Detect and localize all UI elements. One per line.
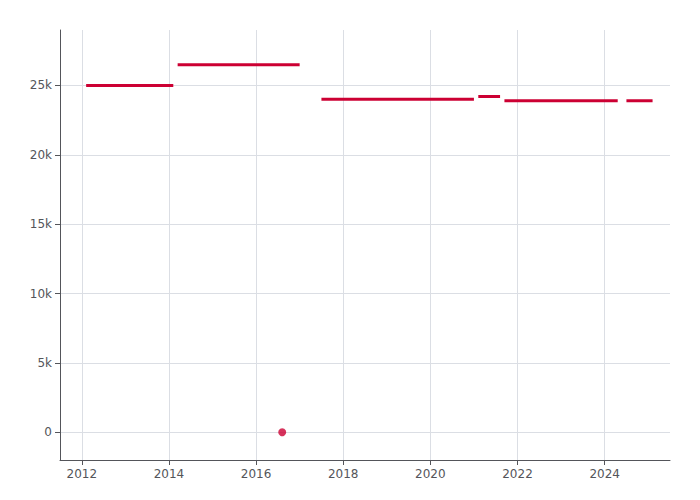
svg-text:2016: 2016 [241,467,272,481]
svg-text:2018: 2018 [328,467,359,481]
svg-text:2012: 2012 [67,467,98,481]
svg-text:15k: 15k [30,217,52,231]
svg-text:2024: 2024 [589,467,620,481]
svg-text:25k: 25k [30,78,52,92]
svg-text:2014: 2014 [154,467,185,481]
svg-text:10k: 10k [30,287,52,301]
svg-text:0: 0 [44,425,52,439]
svg-text:2022: 2022 [502,467,533,481]
svg-text:20k: 20k [30,148,52,162]
svg-text:2020: 2020 [415,467,446,481]
svg-text:5k: 5k [37,356,52,370]
